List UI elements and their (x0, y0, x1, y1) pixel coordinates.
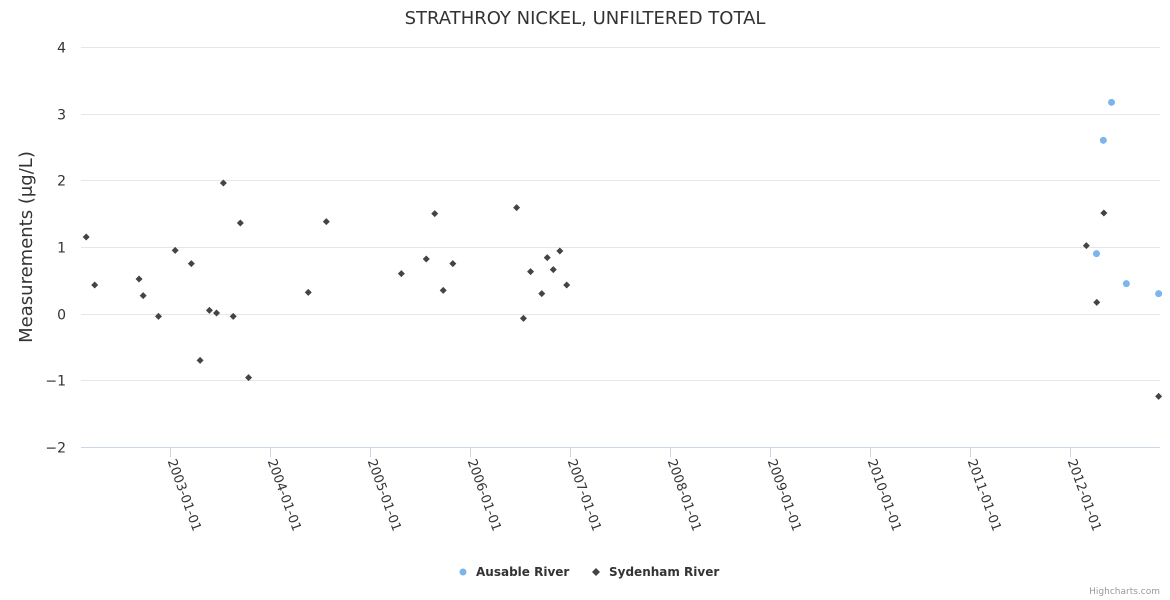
legend-item-ausable-river[interactable]: Ausable River (459, 565, 570, 579)
y-tick-label: 1 (57, 241, 66, 257)
y-axis-title: Measurements (μg/L) (16, 151, 37, 343)
y-tick-label: 0 (57, 308, 66, 324)
data-point[interactable] (135, 275, 143, 283)
data-point[interactable] (219, 179, 227, 187)
legend-marker-ausable-river (459, 568, 467, 576)
data-point[interactable] (1122, 280, 1130, 288)
series-ausable-river (1092, 98, 1163, 298)
data-point[interactable] (543, 254, 551, 262)
data-point[interactable] (1108, 98, 1116, 106)
data-point[interactable] (449, 260, 457, 268)
legend-label-ausable-river: Ausable River (476, 565, 569, 579)
data-point[interactable] (1082, 242, 1090, 250)
data-point[interactable] (213, 309, 221, 317)
data-point[interactable] (196, 356, 204, 364)
y-tick-label: 4 (57, 41, 66, 57)
data-point[interactable] (538, 290, 546, 298)
data-point[interactable] (139, 292, 147, 300)
data-point[interactable] (397, 270, 405, 278)
legend-label-sydenham-river: Sydenham River (609, 565, 719, 579)
data-point[interactable] (549, 266, 557, 274)
credits-link[interactable]: Highcharts.com (1089, 587, 1160, 597)
data-point[interactable] (1093, 298, 1101, 306)
data-point[interactable] (229, 312, 237, 320)
data-point[interactable] (304, 288, 312, 296)
data-point[interactable] (422, 255, 430, 263)
data-point[interactable] (322, 218, 330, 226)
y-axis-ticks: −2 −1 0 1 2 3 4 (45, 41, 66, 457)
grid-lines (81, 47, 1160, 381)
legend-marker-sydenham-river (592, 568, 600, 576)
data-point[interactable] (82, 233, 90, 241)
legend: Ausable River Sydenham River (459, 565, 719, 579)
data-point[interactable] (1092, 250, 1100, 258)
data-point[interactable] (556, 247, 564, 255)
data-point[interactable] (245, 374, 253, 382)
y-tick-label: −1 (45, 374, 66, 390)
data-point[interactable] (171, 246, 179, 254)
series (82, 98, 1163, 400)
series-sydenham-river (82, 179, 1163, 400)
data-point[interactable] (187, 260, 195, 268)
legend-item-sydenham-river[interactable]: Sydenham River (592, 565, 719, 579)
data-point[interactable] (1155, 392, 1163, 400)
data-point[interactable] (519, 314, 527, 322)
data-point[interactable] (431, 210, 439, 218)
y-tick-label: 3 (57, 108, 66, 124)
data-point[interactable] (527, 268, 535, 276)
y-tick-label: 2 (57, 174, 66, 190)
data-point[interactable] (91, 281, 99, 289)
data-point[interactable] (236, 219, 244, 227)
data-point[interactable] (1155, 290, 1163, 298)
data-point[interactable] (205, 306, 213, 314)
data-point[interactable] (1100, 209, 1108, 217)
data-point[interactable] (513, 204, 521, 212)
y-tick-label: −2 (45, 441, 66, 457)
data-point[interactable] (154, 312, 162, 320)
data-point[interactable] (439, 286, 447, 294)
data-point[interactable] (563, 281, 571, 289)
chart-title: STRATHROY NICKEL, UNFILTERED TOTAL (405, 8, 766, 29)
data-point[interactable] (1099, 136, 1107, 144)
